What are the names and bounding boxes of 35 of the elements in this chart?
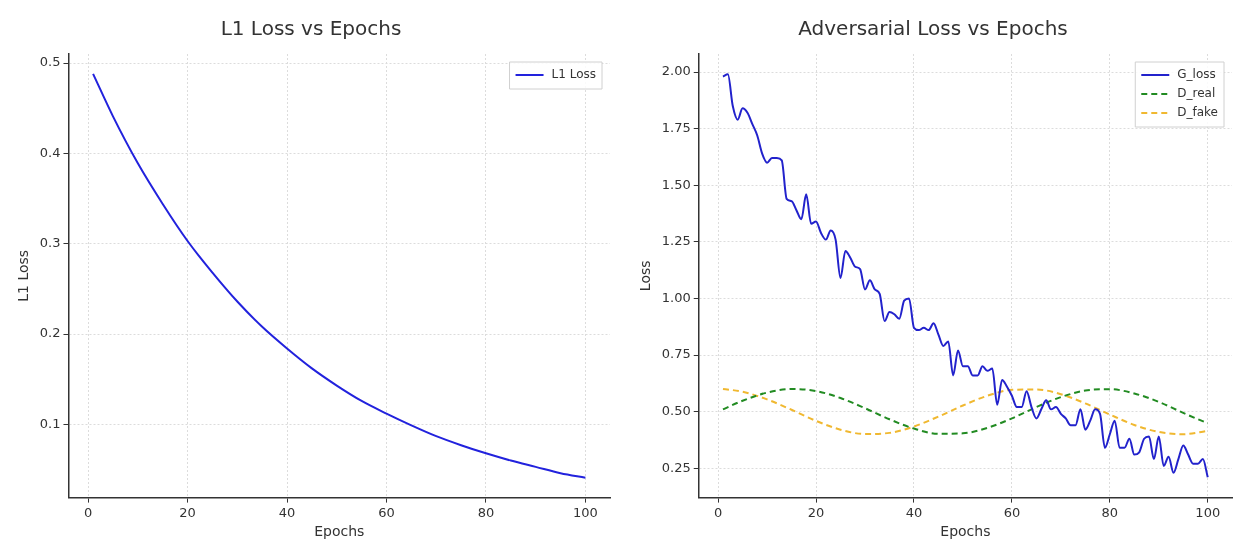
x-tick-label: 60: [378, 504, 395, 520]
x-tick-label: 60: [1003, 504, 1021, 520]
y-axis-title: Loss: [637, 260, 654, 292]
y-tick-label: 1.25: [661, 233, 691, 249]
legend-label: L1 Loss: [551, 67, 597, 82]
chart-title: L1 Loss vs Epochs: [220, 16, 402, 41]
legend-label: D_fake: [1177, 105, 1219, 120]
y-tick-label: 0.1: [39, 415, 61, 431]
y-tick-label: 2.00: [661, 63, 691, 79]
x-axis-title: Epochs: [314, 523, 365, 540]
y-tick-label: 0.4: [39, 144, 61, 160]
chart-title: Adversarial Loss vs Epochs: [798, 16, 1068, 41]
y-tick-label: 0.75: [661, 346, 691, 362]
y-tick-label: 1.00: [661, 289, 691, 305]
x-tick-label: 100: [572, 504, 598, 520]
x-tick-label: 80: [477, 504, 495, 520]
x-tick-label: 20: [179, 504, 196, 520]
x-tick-label: 0: [713, 504, 723, 520]
x-tick-label: 0: [83, 504, 93, 520]
x-tick-label: 100: [1195, 504, 1221, 520]
x-tick-label: 40: [278, 504, 296, 520]
y-axis-title: L1 Loss: [15, 249, 32, 302]
y-tick-label: 1.75: [661, 120, 691, 136]
y-tick-label: 0.3: [39, 235, 61, 251]
x-tick-label: 20: [807, 504, 825, 520]
y-tick-label: 0.50: [661, 402, 691, 418]
y-tick-label: 1.50: [661, 176, 691, 192]
legend-label: D_real: [1177, 86, 1216, 101]
x-tick-label: 40: [905, 504, 923, 520]
y-tick-label: 0.5: [39, 54, 61, 70]
legend-label: G_loss: [1177, 67, 1216, 82]
x-tick-label: 80: [1101, 504, 1119, 520]
y-tick-label: 0.25: [661, 459, 691, 475]
y-tick-label: 0.2: [39, 325, 61, 341]
x-axis-title: Epochs: [940, 523, 991, 540]
